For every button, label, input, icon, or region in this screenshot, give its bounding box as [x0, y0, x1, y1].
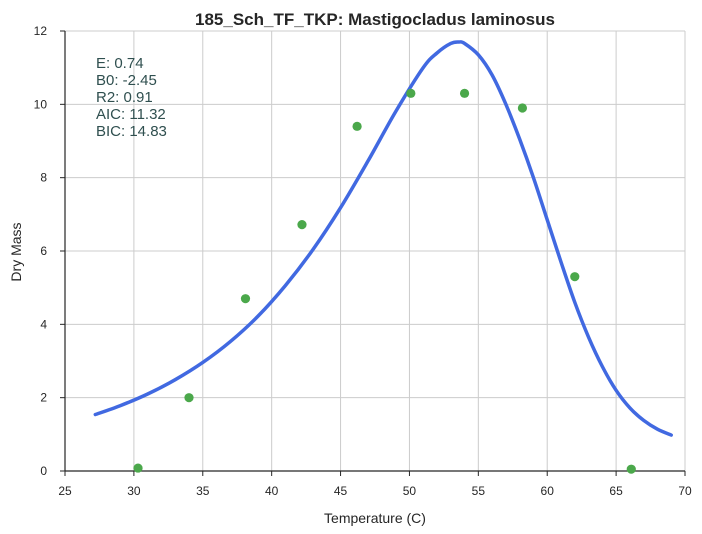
data-point: [352, 121, 362, 131]
data-point: [626, 464, 636, 474]
y-tick-label: 8: [40, 171, 47, 185]
y-tick-label: 0: [40, 464, 47, 478]
data-point: [459, 88, 470, 98]
x-tick-label: 65: [609, 484, 623, 498]
data-point: [133, 463, 143, 473]
y-tick-label: 12: [34, 24, 48, 38]
x-tick-label: 30: [127, 484, 141, 498]
data-point: [570, 272, 580, 282]
axes: [60, 30, 686, 476]
stat-line: AIC: 11.32: [96, 106, 166, 123]
data-point: [297, 220, 307, 230]
stat-line: E: 0.74: [96, 55, 144, 72]
y-axis-label: Dry Mass: [8, 222, 24, 281]
grid-lines: [65, 30, 686, 471]
chart-title: 185_Sch_TF_TKP: Mastigocladus laminosus: [195, 10, 555, 29]
x-axis-label: Temperature (C): [324, 510, 426, 526]
data-points: [133, 88, 636, 474]
x-tick-label: 25: [58, 484, 72, 498]
x-tick-label: 45: [334, 484, 348, 498]
x-tick-label: 50: [403, 484, 417, 498]
y-tick-label: 2: [40, 391, 47, 405]
stat-line: R2: 0.91: [96, 89, 153, 106]
data-point: [406, 88, 416, 98]
x-tick-label: 40: [265, 484, 279, 498]
data-point: [240, 294, 251, 304]
tick-labels: 25 30 35 40 45 50 55 60 65 70 0 2 4 6 8 10 12: [34, 24, 692, 498]
x-tick-label: 55: [472, 484, 486, 498]
y-tick-label: 10: [34, 97, 48, 111]
stat-line: B0: -2.45: [96, 72, 157, 89]
x-tick-label: 70: [678, 484, 692, 498]
y-tick-label: 6: [40, 244, 47, 258]
y-tick-label: 4: [40, 317, 47, 331]
stat-line: BIC: 14.83: [96, 123, 167, 140]
fit-curve-line: [93, 40, 673, 437]
x-tick-label: 60: [541, 484, 555, 498]
data-point: [184, 393, 194, 403]
x-tick-label: 35: [196, 484, 210, 498]
data-point: [517, 103, 528, 113]
fit-curve-layer: [93, 40, 673, 437]
